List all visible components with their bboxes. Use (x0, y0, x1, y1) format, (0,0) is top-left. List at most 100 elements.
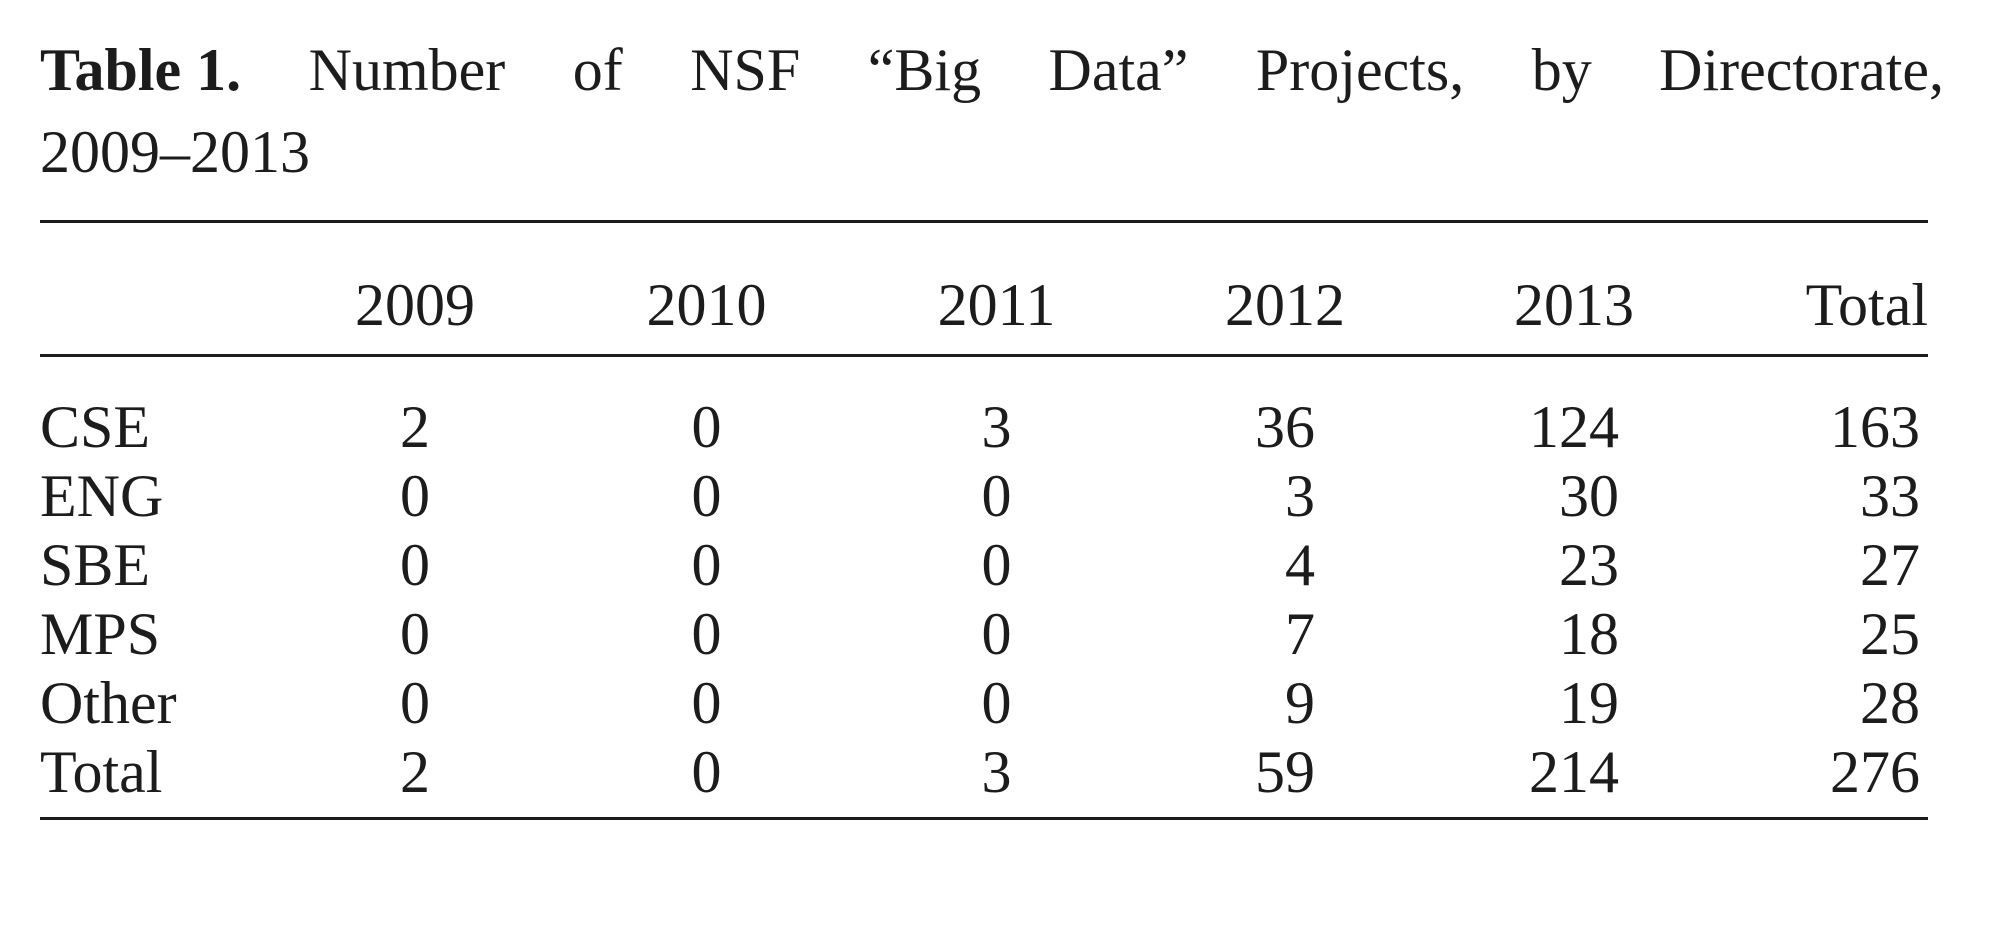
cell: 0 (270, 531, 560, 600)
column-header-2013: 2013 (1430, 221, 1718, 357)
cell: 7 (1140, 600, 1430, 669)
title-word: Directorate, (1659, 37, 1944, 103)
cell: 163 (1718, 356, 1928, 463)
column-header-empty (40, 221, 270, 357)
title-word: by (1531, 37, 1592, 103)
title-word: Number (308, 37, 506, 103)
cell: 9 (1140, 669, 1430, 738)
cell: 18 (1430, 600, 1718, 669)
cell: 0 (560, 738, 853, 819)
cell-value: 36 (1255, 394, 1315, 460)
cell: 3 (853, 738, 1140, 819)
cell-value: 7 (1285, 601, 1315, 667)
cell: 28 (1718, 669, 1928, 738)
cell-value: 25 (1860, 601, 1920, 667)
table-row-cse: CSE 2 0 3 36 124 163 (40, 356, 1928, 463)
cell-value: 0 (981, 463, 1012, 529)
cell-value: 3 (981, 394, 1012, 460)
cell: 19 (1430, 669, 1718, 738)
cell-value: 0 (691, 670, 722, 736)
cell-value: 124 (1529, 394, 1619, 460)
cell-value: 4 (1285, 532, 1315, 598)
cell-value: 0 (691, 394, 722, 460)
cell: 2 (270, 356, 560, 463)
caption-line-1: Table 1. Number of NSF “Big Data” Projec… (40, 40, 1944, 100)
page: Table 1. Number of NSF “Big Data” Projec… (0, 40, 1996, 820)
cell: 124 (1430, 356, 1718, 463)
table-row-sbe: SBE 0 0 0 4 23 27 (40, 531, 1928, 600)
caption-line-2: 2009–2013 (40, 119, 310, 185)
cell-value: 0 (981, 601, 1012, 667)
table-row-total: Total 2 0 3 59 214 276 (40, 738, 1928, 819)
cell: 2 (270, 738, 560, 819)
cell-value: 3 (1285, 463, 1315, 529)
cell: 0 (560, 669, 853, 738)
cell-value: 0 (981, 670, 1012, 736)
cell-value: 0 (691, 463, 722, 529)
cell-value: 0 (691, 739, 722, 805)
cell: 36 (1140, 356, 1430, 463)
cell: 0 (270, 669, 560, 738)
cell: 0 (560, 462, 853, 531)
cell-value: 276 (1830, 739, 1920, 805)
cell: 0 (270, 462, 560, 531)
cell-value: 23 (1559, 532, 1619, 598)
row-label: Other (40, 670, 177, 736)
cell-value: 0 (981, 532, 1012, 598)
title-word: of (572, 37, 623, 103)
cell-value: 30 (1559, 463, 1619, 529)
cell: 276 (1718, 738, 1928, 819)
column-header-total: Total (1718, 221, 1928, 357)
cell-value: 3 (981, 739, 1012, 805)
row-label: MPS (40, 601, 161, 667)
table-row-eng: ENG 0 0 0 3 30 33 (40, 462, 1928, 531)
column-header-2012: 2012 (1140, 221, 1430, 357)
cell-value: 19 (1559, 670, 1619, 736)
cell: 3 (1140, 462, 1430, 531)
cell: 33 (1718, 462, 1928, 531)
row-label: ENG (40, 463, 164, 529)
cell: 0 (853, 531, 1140, 600)
cell-value: 59 (1255, 739, 1315, 805)
row-label: CSE (40, 394, 151, 460)
cell-value: 0 (400, 670, 430, 736)
cell: 0 (853, 600, 1140, 669)
header-row: 2009 2010 2011 2012 2013 Total (40, 221, 1928, 357)
table-row-other: Other 0 0 0 9 19 28 (40, 669, 1928, 738)
cell: 3 (853, 356, 1140, 463)
cell: 0 (560, 356, 853, 463)
cell: 27 (1718, 531, 1928, 600)
cell: 25 (1718, 600, 1928, 669)
cell-value: 28 (1860, 670, 1920, 736)
cell-value: 0 (400, 601, 430, 667)
cell-value: 163 (1830, 394, 1920, 460)
column-header-2009: 2009 (270, 221, 560, 357)
cell: 214 (1430, 738, 1718, 819)
column-header-2011: 2011 (853, 221, 1140, 357)
cell-value: 214 (1529, 739, 1619, 805)
cell-value: 27 (1860, 532, 1920, 598)
cell-value: 2 (400, 394, 430, 460)
cell: 0 (560, 531, 853, 600)
row-label: Total (40, 739, 163, 805)
cell-value: 2 (400, 739, 430, 805)
title-word: “Big (867, 37, 982, 103)
title-word: NSF (690, 37, 801, 103)
cell: 0 (270, 600, 560, 669)
cell-value: 9 (1285, 670, 1315, 736)
cell: 0 (853, 462, 1140, 531)
cell-value: 18 (1559, 601, 1619, 667)
cell: 4 (1140, 531, 1430, 600)
title-word: Data” (1048, 37, 1189, 103)
row-label: SBE (40, 532, 151, 598)
cell-value: 0 (691, 601, 722, 667)
cell-value: 0 (400, 532, 430, 598)
data-table: 2009 2010 2011 2012 2013 Total CSE 2 0 3… (40, 220, 1928, 820)
cell: 0 (853, 669, 1140, 738)
cell: 23 (1430, 531, 1718, 600)
column-header-2010: 2010 (560, 221, 853, 357)
cell-value: 0 (400, 463, 430, 529)
title-word: Projects, (1255, 37, 1465, 103)
cell: 30 (1430, 462, 1718, 531)
cell: 0 (560, 600, 853, 669)
